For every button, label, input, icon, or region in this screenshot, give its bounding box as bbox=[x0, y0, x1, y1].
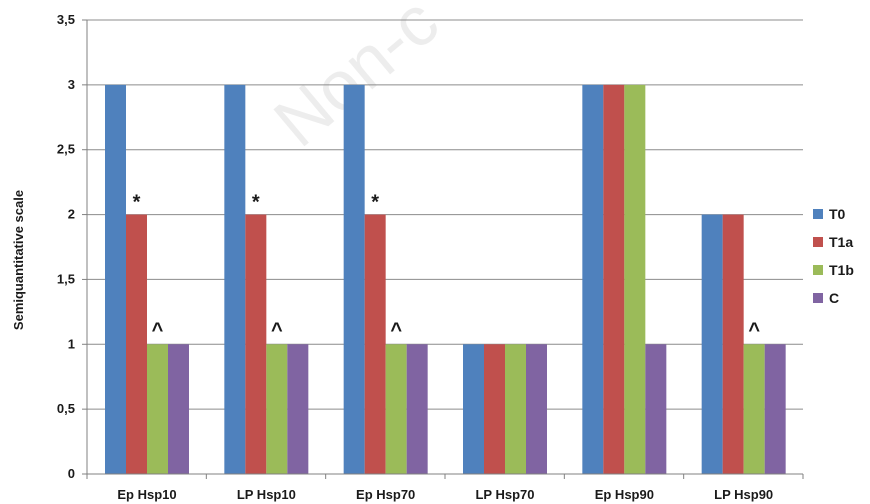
x-category-label: LP Hsp10 bbox=[237, 487, 296, 502]
axes bbox=[86, 20, 804, 479]
legend-label-c: C bbox=[829, 290, 839, 306]
bar-t0-0 bbox=[105, 84, 126, 474]
bar-t1b-2 bbox=[385, 344, 407, 474]
bar-t0-2 bbox=[343, 84, 365, 474]
gridlines bbox=[87, 19, 803, 410]
annotation-mark: * bbox=[252, 192, 260, 214]
x-category-label: Ep Hsp70 bbox=[356, 487, 415, 502]
bar-c-4 bbox=[645, 344, 667, 474]
bar-c-2 bbox=[406, 344, 428, 474]
y-tick-label: 0,5 bbox=[57, 401, 75, 416]
legend-swatch-t1a bbox=[813, 237, 823, 247]
y-axis-title: Semiquantitative scale bbox=[11, 190, 26, 330]
bar-t1b-5 bbox=[743, 344, 765, 474]
bar-c-1 bbox=[287, 344, 309, 474]
annotation-mark: * bbox=[133, 192, 141, 214]
legend-label-t1b: T1b bbox=[829, 262, 854, 278]
x-axis-categories: Ep Hsp10 LP Hsp10 Ep Hsp70 LP Hsp70 Ep Hsp90… bbox=[117, 487, 773, 502]
x-category-label: Ep Hsp10 bbox=[117, 487, 176, 502]
y-tick-label: 1,5 bbox=[57, 271, 75, 286]
bar-t0-5 bbox=[701, 214, 723, 475]
y-tick-label: 1 bbox=[68, 336, 75, 351]
legend-swatch-t0 bbox=[813, 209, 823, 219]
bar-t1a-5 bbox=[722, 214, 744, 475]
bar-t1a-1 bbox=[245, 214, 267, 475]
annotation-mark: ^ bbox=[390, 319, 402, 341]
legend-label-t1a: T1a bbox=[829, 234, 853, 250]
bar-t0-4 bbox=[582, 84, 604, 474]
x-category-label: LP Hsp70 bbox=[475, 487, 534, 502]
legend: T0 T1a T1b C bbox=[813, 206, 854, 306]
bar-t0-3 bbox=[463, 344, 484, 474]
bar-t1b-1 bbox=[266, 344, 288, 474]
y-tick-label: 3 bbox=[68, 77, 75, 92]
annotation-mark: ^ bbox=[271, 319, 283, 341]
bar-c-5 bbox=[764, 344, 786, 474]
annotation-mark: * bbox=[371, 192, 379, 214]
y-axis-ticks: 0 0,5 1 1,5 2 2,5 3 3,5 bbox=[57, 12, 87, 481]
bars bbox=[105, 84, 786, 475]
bar-t1a-0 bbox=[126, 214, 147, 475]
bar-c-3 bbox=[526, 344, 547, 474]
bar-t1a-4 bbox=[603, 84, 625, 474]
annotation-mark: ^ bbox=[748, 319, 760, 341]
bar-c-0 bbox=[168, 344, 189, 474]
y-tick-label: 0 bbox=[68, 466, 75, 481]
y-tick-label: 2,5 bbox=[57, 142, 75, 157]
bar-t1a-3 bbox=[484, 344, 505, 474]
x-category-label: LP Hsp90 bbox=[714, 487, 773, 502]
y-tick-label: 3,5 bbox=[57, 12, 75, 27]
legend-label-t0: T0 bbox=[829, 206, 846, 222]
bar-t1a-2 bbox=[364, 214, 386, 475]
y-tick-label: 2 bbox=[68, 207, 75, 222]
legend-swatch-c bbox=[813, 293, 823, 303]
bar-t1b-4 bbox=[624, 84, 646, 474]
x-category-label: Ep Hsp90 bbox=[595, 487, 654, 502]
bar-t1b-0 bbox=[147, 344, 168, 474]
bar-t1b-3 bbox=[505, 344, 526, 474]
annotations: * ^ * ^ * ^ ^ bbox=[133, 192, 761, 342]
annotation-mark: ^ bbox=[152, 319, 164, 341]
legend-swatch-t1b bbox=[813, 265, 823, 275]
bar-t0-1 bbox=[224, 84, 246, 474]
